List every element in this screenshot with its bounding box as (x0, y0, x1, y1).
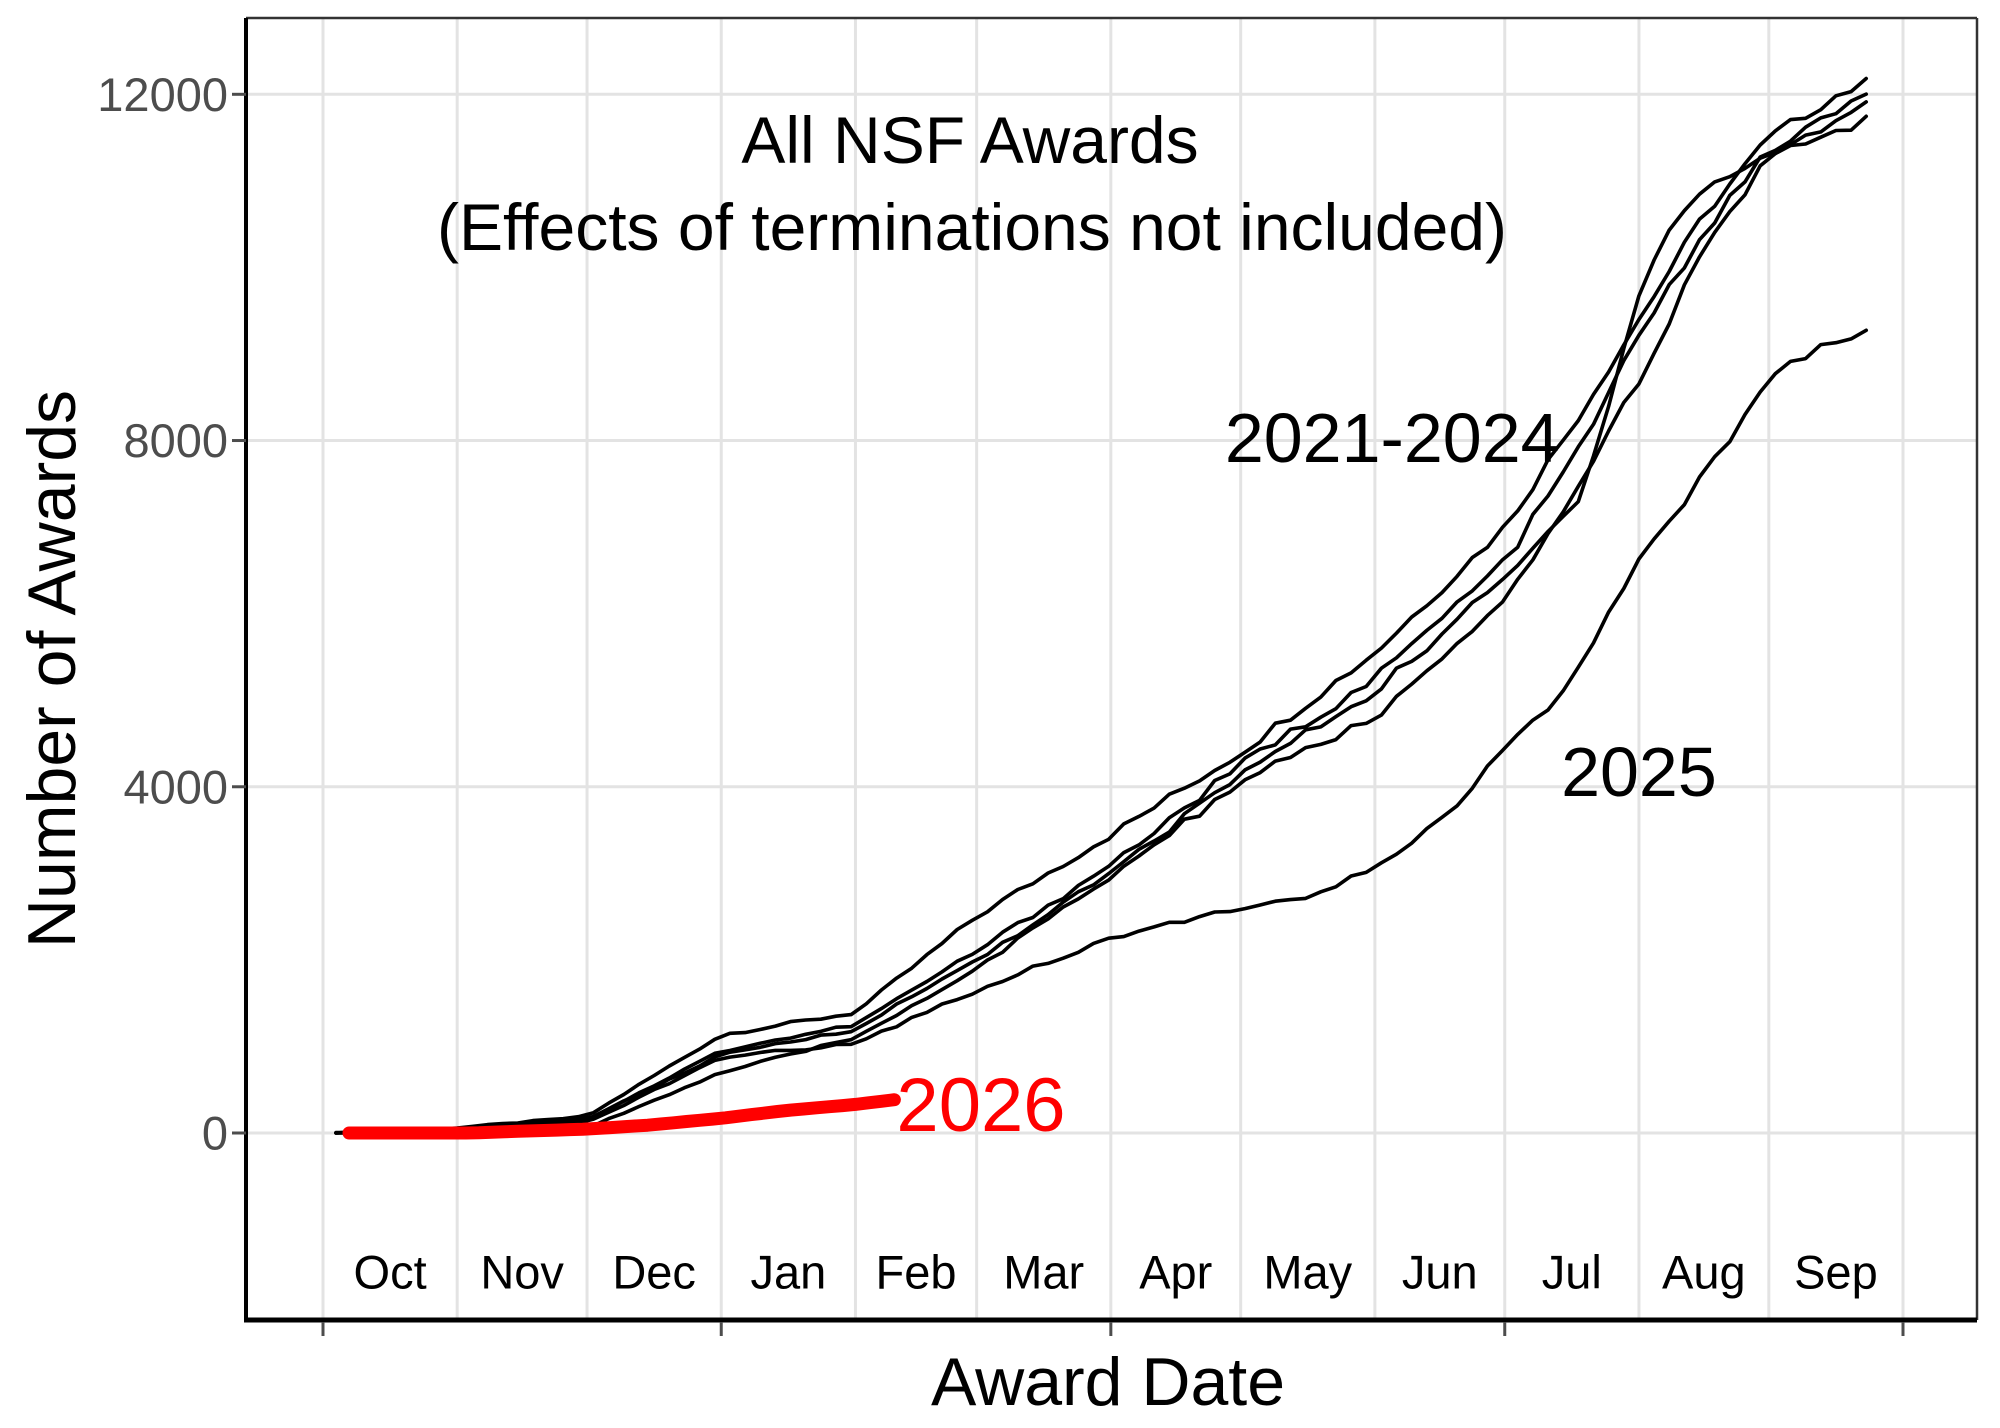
axis-tick-labels: 0 4000 8000 12000 Oct Nov Dec Jan Feb Mar Apr May Ju… (97, 68, 1877, 1299)
annotation-2026: 2026 (896, 1063, 1065, 1148)
x-month-label-mar: Mar (1003, 1246, 1084, 1299)
y-axis-title: Number of Awards (14, 390, 90, 948)
y-tick-label-12000: 12000 (97, 68, 228, 121)
x-axis-title: Award Date (931, 1344, 1285, 1420)
x-month-label-aug: Aug (1662, 1246, 1746, 1299)
line-fy2026 (342, 1093, 901, 1140)
x-month-label-oct: Oct (354, 1246, 427, 1299)
series-annotations: 2021-2024 2025 2026 (896, 399, 1716, 1148)
annotation-2021-2024: 2021-2024 (1225, 399, 1560, 477)
y-tick-label-4000: 4000 (123, 760, 228, 813)
line-fy2023 (334, 100, 1868, 1135)
gridlines (246, 18, 1977, 1320)
axis-ticks (232, 92, 1905, 1336)
x-month-label-apr: Apr (1139, 1246, 1212, 1299)
annotation-2025: 2025 (1561, 733, 1717, 811)
line-fy2022 (334, 76, 1868, 1135)
x-month-label-dec: Dec (612, 1246, 696, 1299)
x-month-label-feb: Feb (876, 1246, 957, 1299)
y-tick-label-0: 0 (202, 1107, 228, 1160)
x-month-label-jul: Jul (1542, 1246, 1602, 1299)
y-tick-label-8000: 8000 (123, 414, 228, 467)
chart-title-line1: All NSF Awards (741, 103, 1198, 177)
x-month-label-jan: Jan (750, 1246, 826, 1299)
chart-title-line2: (Effects of terminations not included) (437, 190, 1507, 264)
x-month-label-may: May (1263, 1246, 1352, 1299)
data-lines (334, 76, 1868, 1140)
panel-frame (244, 16, 1979, 1323)
line-fy2024 (334, 114, 1868, 1135)
line-fy2025 (334, 328, 1868, 1135)
x-month-label-nov: Nov (480, 1246, 564, 1299)
x-month-label-sep: Sep (1794, 1246, 1878, 1299)
x-month-label-jun: Jun (1402, 1246, 1478, 1299)
